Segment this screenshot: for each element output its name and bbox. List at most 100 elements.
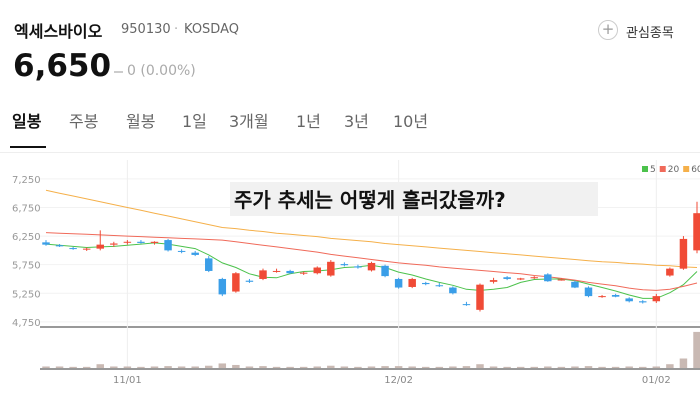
candle-body [503,277,511,279]
x-tick-label: 12/02 [384,375,413,386]
volume-bar [435,366,444,368]
annotation-box [230,182,598,216]
candle-body [123,241,132,243]
volume-bar [42,366,50,368]
candle-body [408,278,416,287]
volume-bar [625,366,633,368]
candle-body [286,270,294,274]
volume-bar [381,366,389,368]
y-tick-label: 6,750 [12,203,41,214]
volume-bar [245,366,254,368]
candle-body [82,248,91,250]
favorite-button[interactable]: 관심종목 [626,26,674,41]
candle-body [205,258,213,271]
candle-body [272,270,281,272]
volume-bar [69,366,77,368]
candle-body [245,280,254,282]
volume-bar [476,364,484,368]
volume-bar [82,366,91,368]
candle-body [571,281,579,288]
volume-bar [503,366,511,368]
period-tab[interactable]: 10년 [393,112,429,131]
divider [0,152,700,153]
legend-label: 60 [691,165,700,175]
candle-body [137,241,145,243]
volume-bar [164,366,172,368]
period-tab[interactable]: 1일 [182,112,207,131]
volume-bar [96,364,104,368]
candle-body [462,304,471,306]
candle-body [327,261,335,276]
candle-body [530,277,538,279]
volume-bar [584,366,593,368]
candle-body [218,278,227,295]
volume-bar [354,366,362,368]
volume-bar [598,366,606,368]
volume-bar [571,366,579,368]
volume-bar [516,366,525,368]
y-tick-label: 7,250 [12,175,41,186]
candle-body [625,298,633,302]
volume-bar [286,366,294,368]
candle-body [449,287,457,294]
volume-bar [394,366,403,368]
volume-bar [299,366,308,368]
candle-body [598,296,606,298]
candle-body [611,294,620,297]
candle-body [354,266,362,268]
no-change-icon [114,71,123,73]
period-tab[interactable]: 3년 [344,112,369,131]
volume-bar [367,366,376,368]
volume-bar [177,366,186,368]
candle-body [177,250,186,252]
volume-bar [55,366,64,368]
volume-bar [123,366,132,368]
candle-body [259,270,267,279]
legend-label: 5 [650,165,656,175]
volume-bar [205,365,213,368]
period-tab[interactable]: 일봉 [12,112,42,131]
volume-bar [611,366,620,368]
candle-body [110,243,118,245]
candle-body [557,279,566,281]
favorite-icon[interactable]: + [598,20,618,40]
period-tab[interactable]: 3개월 [229,112,269,131]
separator: · [174,22,179,37]
y-tick-label: 4,750 [12,318,41,329]
candle-body [639,301,647,303]
candle-body [299,272,308,274]
volume-bar [340,366,349,368]
volume-bar [530,366,538,368]
volume-bar [679,358,688,368]
candle-body [164,240,172,251]
candle-body [679,238,688,269]
period-tab[interactable]: 주봉 [69,112,99,131]
candle-body [666,268,674,276]
volume-bar [693,331,700,368]
candle-body [191,252,199,255]
candle-body [544,274,552,282]
legend-label: 20 [668,165,680,175]
candle-body [150,241,159,243]
candle-body [394,278,403,288]
candle-body [367,262,376,271]
x-tick-label: 11/01 [113,375,142,386]
moving-average-line [45,232,698,291]
candle-body [232,273,240,292]
y-tick-label: 5,750 [12,261,41,272]
volume-bar [259,366,267,368]
volume-bar [150,366,159,368]
market: KOSDAQ [184,22,239,37]
volume-bar [137,366,145,368]
volume-bar [232,364,240,368]
candle-body [313,267,321,274]
volume-bar [191,366,199,368]
period-tab[interactable]: 1년 [296,112,321,131]
volume-bar [272,366,281,368]
candle-body [435,285,444,287]
candle-body [516,278,525,280]
period-tab[interactable]: 월봉 [126,112,156,131]
candle-body [69,248,77,250]
stock-name: 엑세스바이오 [14,22,103,41]
volume-bar [639,366,647,368]
